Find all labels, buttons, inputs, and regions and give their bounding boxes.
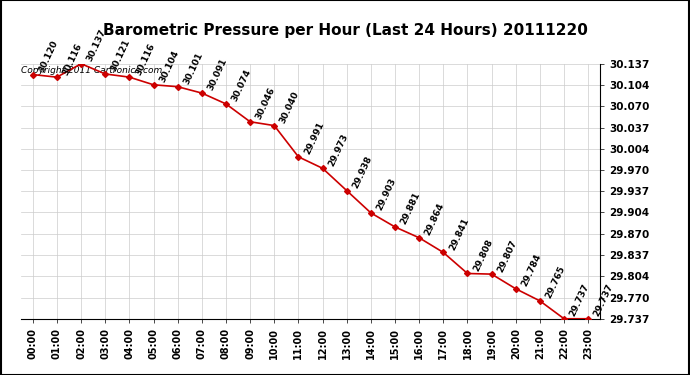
Text: 29.784: 29.784 [520, 252, 543, 288]
Text: 30.116: 30.116 [134, 41, 156, 76]
Text: 30.120: 30.120 [37, 39, 59, 74]
Text: 29.864: 29.864 [424, 202, 446, 237]
Text: 29.808: 29.808 [472, 237, 495, 273]
Text: 30.116: 30.116 [61, 41, 83, 76]
Text: 30.074: 30.074 [230, 68, 253, 103]
Text: 30.040: 30.040 [279, 90, 301, 125]
Text: 30.101: 30.101 [182, 51, 204, 86]
Text: Barometric Pressure per Hour (Last 24 Hours) 20111220: Barometric Pressure per Hour (Last 24 Ho… [103, 22, 587, 38]
Text: 30.104: 30.104 [158, 49, 180, 84]
Text: 30.137: 30.137 [86, 28, 108, 63]
Text: Copyright 2011 Cartronics.com: Copyright 2011 Cartronics.com [21, 66, 163, 75]
Text: 29.807: 29.807 [496, 238, 519, 273]
Text: 29.841: 29.841 [448, 216, 471, 252]
Text: 29.881: 29.881 [400, 191, 422, 226]
Text: 29.991: 29.991 [303, 120, 326, 156]
Text: 30.046: 30.046 [255, 86, 277, 121]
Text: 30.121: 30.121 [110, 38, 132, 73]
Text: 29.973: 29.973 [327, 132, 350, 168]
Text: 29.737: 29.737 [593, 282, 615, 318]
Text: 29.903: 29.903 [375, 177, 398, 212]
Text: 29.737: 29.737 [569, 282, 591, 318]
Text: 30.091: 30.091 [206, 57, 228, 92]
Text: 29.938: 29.938 [351, 154, 374, 190]
Text: 29.765: 29.765 [544, 265, 567, 300]
